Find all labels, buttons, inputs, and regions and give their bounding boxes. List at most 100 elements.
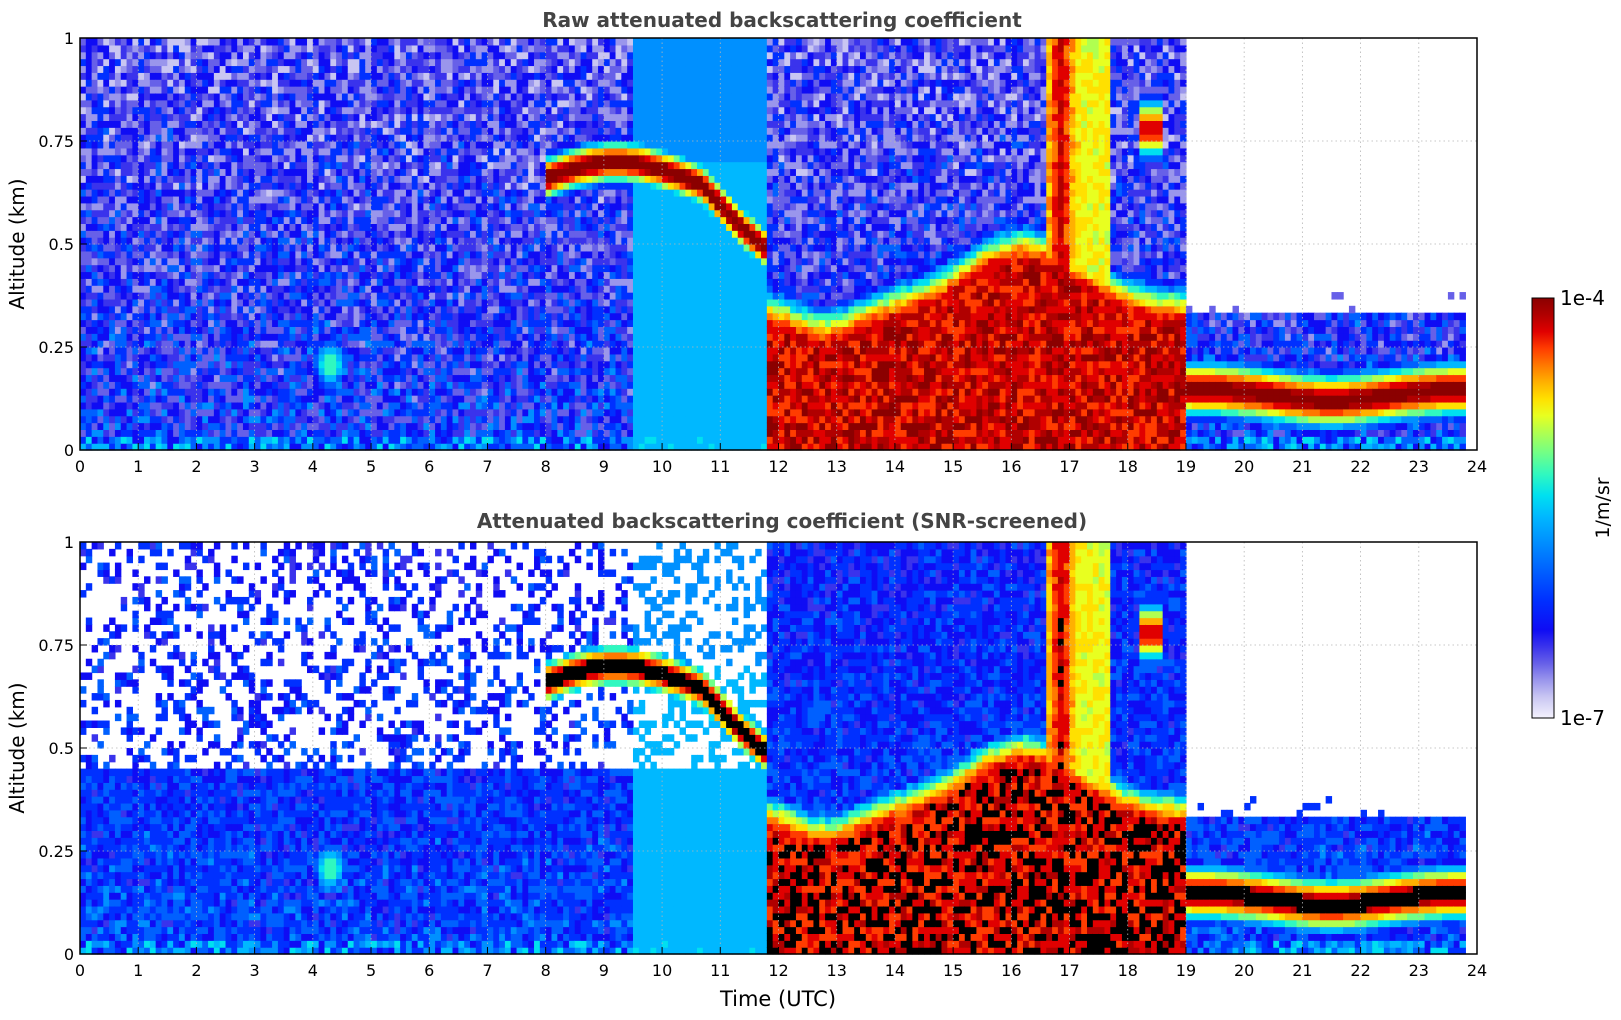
heat-cell-0-2456	[312, 58, 320, 67]
heat-cell-0-3836	[446, 58, 454, 67]
heat-cell-0-991	[173, 230, 180, 238]
heat-cell-0-2447	[312, 120, 320, 128]
heat-cell-0-4008	[464, 113, 471, 121]
heat-cell-0-1307	[202, 120, 209, 128]
heat-cell-0-1043	[178, 285, 186, 293]
heat-cell-0-3110	[376, 99, 384, 108]
heat-cell-0-3672	[435, 360, 442, 369]
heat-cell-0-2720	[341, 305, 349, 314]
heat-cell-0-4674	[528, 72, 535, 80]
heat-cell-0-4450	[510, 374, 518, 382]
heat-cell-0-120	[91, 443, 99, 451]
heat-cell-0-241	[103, 436, 110, 444]
heat-cell-0-3043	[371, 147, 378, 156]
heat-cell-0-3533	[417, 79, 425, 87]
heat-cell-0-4973	[557, 79, 564, 87]
heat-cell-0-3844	[452, 415, 459, 424]
heat-cell-0-4882	[551, 292, 558, 300]
heat-cell-0-1138	[184, 44, 192, 53]
heat-cell-0-1989	[272, 381, 279, 389]
heat-cell-0-427	[120, 395, 128, 403]
heat-cell-0-1577	[231, 326, 238, 334]
heat-cell-0-1154	[190, 347, 198, 355]
heat-cell-0-3152	[382, 223, 390, 231]
heat-cell-0-1344	[208, 278, 215, 286]
heat-cell-0-549	[132, 381, 139, 389]
heat-cell-0-4217	[487, 326, 494, 334]
heat-cell-0-135	[91, 340, 99, 348]
heat-cell-0-4615	[522, 65, 529, 73]
heat-cell-0-3278	[394, 182, 401, 190]
heat-cell-0-194	[97, 347, 104, 355]
heat-cell-0-761	[149, 161, 157, 170]
heat-cell-0-1089	[184, 381, 192, 389]
heat-cell-0-1377	[208, 51, 215, 60]
heat-cell-0-3941	[458, 161, 465, 170]
heat-cell-0-4725	[534, 134, 541, 142]
heat-cell-0-1232	[196, 223, 203, 231]
heat-cell-0-3125	[382, 408, 390, 417]
heat-cell-0-2093	[277, 79, 285, 87]
heat-cell-0-2631	[330, 92, 337, 101]
heat-cell-0-1867	[260, 395, 267, 403]
heat-cell-0-2210	[289, 99, 296, 108]
heat-cell-0-4837	[545, 189, 553, 197]
heat-cell-0-713	[144, 79, 151, 87]
heat-cell-0-568	[132, 250, 139, 259]
heat-cell-0-1460	[219, 305, 227, 314]
heat-cell-0-2421	[312, 298, 320, 307]
heat-cell-0-1011	[173, 92, 180, 101]
heat-cell-0-1632	[237, 360, 244, 369]
heat-cell-0-3364	[405, 415, 413, 424]
heat-cell-0-3560	[423, 305, 430, 314]
heat-cell-0-1878	[260, 319, 267, 327]
heat-cell-0-3078	[376, 319, 384, 327]
heat-cell-0-302	[109, 429, 116, 437]
heat-cell-0-3886	[452, 127, 459, 135]
heat-cell-0-1360	[208, 168, 215, 176]
heat-cell-0-1	[80, 436, 87, 444]
heat-cell-0-4928	[557, 388, 564, 396]
heat-cell-0-4567	[522, 395, 529, 403]
heat-cell-0-4577	[522, 326, 529, 334]
heat-cell-0-3377	[405, 326, 413, 334]
heat-cell-0-2876	[353, 58, 360, 67]
heat-cell-0-817	[155, 189, 163, 197]
heat-cell-0-621	[138, 298, 145, 307]
heat-cell-0-1985	[272, 408, 279, 417]
heat-cell-0-3957	[458, 51, 465, 60]
heat-cell-0-3448	[411, 250, 419, 259]
heat-cell-0-2761	[347, 436, 355, 444]
heat-cell-0-4078	[470, 44, 477, 53]
heat-cell-0-2508	[318, 113, 326, 121]
heat-cell-0-3384	[405, 278, 413, 286]
heat-cell-0-914	[167, 347, 174, 355]
heat-cell-0-895	[161, 65, 168, 73]
heat-cell-0-1789	[248, 106, 256, 115]
heat-cell-0-11	[80, 367, 87, 376]
heat-cell-0-4865	[551, 408, 558, 417]
heat-cell-0-847	[161, 395, 168, 403]
heat-cell-0-3862	[452, 292, 459, 300]
heat-cell-0-3615	[429, 340, 436, 348]
heat-cell-0-2812	[347, 86, 355, 94]
heat-cell-0-1474	[219, 209, 227, 218]
heat-cell-0-896	[161, 58, 168, 67]
heat-cell-0-492	[126, 360, 133, 369]
heat-cell-0-4252	[487, 86, 494, 94]
heat-cell-0-1999	[272, 312, 279, 321]
heat-cell-0-4786	[539, 127, 547, 135]
heat-cell-0-1013	[173, 79, 180, 87]
heat-cell-0-4242	[487, 154, 494, 163]
heat-cell-0-4164	[481, 278, 489, 286]
heat-cell-0-1750	[248, 374, 256, 382]
heat-cell-0-3314	[400, 347, 407, 355]
heat-cell-0-2428	[312, 250, 320, 259]
heat-cell-0-966	[173, 401, 180, 410]
heat-cell-0-1510	[225, 374, 232, 382]
heat-cell-0-1885	[260, 271, 267, 279]
heat-cell-0-1333	[208, 353, 215, 362]
heat-cell-0-165	[91, 134, 99, 142]
heat-cell-0-4064	[470, 141, 477, 149]
heat-cell-0-3144	[382, 278, 390, 286]
